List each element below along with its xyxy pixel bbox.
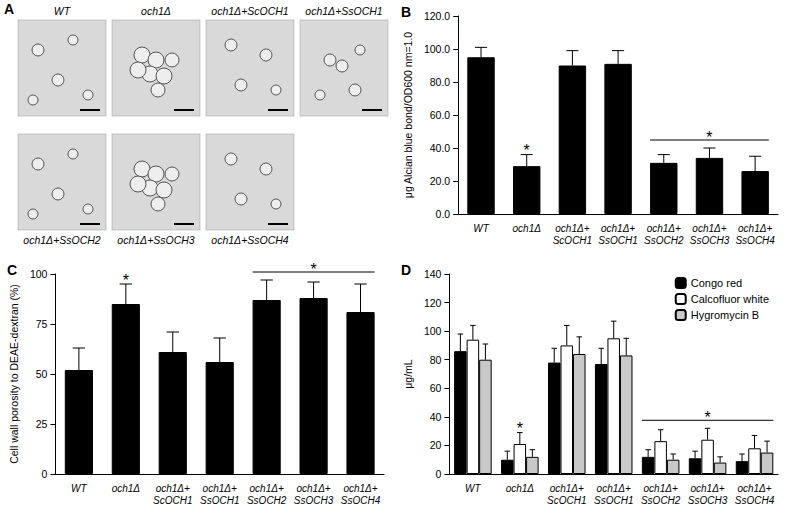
svg-text:0: 0 [42,468,48,480]
svg-text:och1Δ+: och1Δ+ [737,483,771,494]
svg-text:och1Δ+: och1Δ+ [250,483,284,494]
svg-text:SsOCH4: SsOCH4 [735,495,775,506]
svg-text:25: 25 [36,418,48,430]
svg-text:120.0: 120.0 [424,10,450,22]
svg-text:D: D [401,262,411,278]
svg-text:Cell wall porosity to DEAE-dex: Cell wall porosity to DEAE-dextran (%) [8,284,20,464]
svg-text:A: A [4,1,14,17]
svg-text:Hygromycin B: Hygromycin B [691,309,759,321]
svg-text:ScOCH1: ScOCH1 [547,495,586,506]
svg-text:60: 60 [430,382,442,394]
svg-text:och1Δ+: och1Δ+ [550,483,584,494]
svg-text:μg/mL: μg/mL [402,359,414,389]
svg-text:40.0: 40.0 [430,142,451,154]
svg-text:SsOCH1: SsOCH1 [598,235,637,246]
svg-text:*: * [310,261,316,278]
svg-text:*: * [517,420,523,437]
svg-text:och1Δ+: och1Δ+ [690,483,724,494]
svg-text:80.0: 80.0 [430,76,451,88]
svg-text:140: 140 [424,268,442,280]
svg-text:Calcofluor white: Calcofluor white [691,293,769,305]
svg-text:och1Δ+: och1Δ+ [343,483,377,494]
svg-text:SsOCH3: SsOCH3 [690,235,730,246]
svg-text:och1Δ+: och1Δ+ [156,483,190,494]
svg-text:och1Δ: och1Δ [112,483,141,494]
svg-text:SsOCH4: SsOCH4 [341,495,381,506]
svg-text:ScOCH1: ScOCH1 [153,495,192,506]
svg-text:20.0: 20.0 [430,175,451,187]
svg-text:och1Δ+: och1Δ+ [555,223,589,234]
svg-text:och1Δ: och1Δ [506,483,535,494]
svg-text:SsOCH3: SsOCH3 [294,495,334,506]
svg-text:75: 75 [36,318,48,330]
svg-text:SsOCH1: SsOCH1 [594,495,633,506]
svg-text:SsOCH2: SsOCH2 [644,235,684,246]
svg-text:och1Δ+SsOCH4: och1Δ+SsOCH4 [211,234,289,246]
svg-text:och1Δ: och1Δ [141,5,171,17]
svg-text:*: * [123,272,129,289]
svg-text:och1Δ+: och1Δ+ [644,483,678,494]
svg-text:B: B [401,4,411,20]
svg-text:μg Alcian blue bond/OD600 nm=1: μg Alcian blue bond/OD600 nm=1.0 [402,32,414,198]
svg-text:och1Δ+: och1Δ+ [601,223,635,234]
svg-text:Congo red: Congo red [691,277,742,289]
svg-text:WT: WT [54,5,72,17]
svg-text:och1Δ+SsOCH2: och1Δ+SsOCH2 [23,234,101,246]
svg-text:och1Δ+: och1Δ+ [738,223,772,234]
svg-text:och1Δ+SsOCH3: och1Δ+SsOCH3 [117,234,195,246]
svg-text:80: 80 [430,354,442,366]
svg-text:och1Δ+: och1Δ+ [597,483,631,494]
svg-text:WT: WT [473,223,489,234]
svg-text:SsOCH4: SsOCH4 [735,235,775,246]
svg-text:40: 40 [430,411,442,423]
svg-text:och1Δ+: och1Δ+ [296,483,330,494]
svg-text:och1Δ+SsOCH1: och1Δ+SsOCH1 [305,5,382,17]
svg-text:WT: WT [71,483,87,494]
svg-text:0: 0 [436,468,442,480]
svg-text:*: * [706,129,712,146]
svg-text:SsOCH1: SsOCH1 [200,495,239,506]
svg-text:och1Δ+ScOCH1: och1Δ+ScOCH1 [211,5,288,17]
svg-text:SsOCH3: SsOCH3 [688,495,728,506]
svg-text:WT: WT [465,483,481,494]
svg-text:50: 50 [36,368,48,380]
svg-text:*: * [524,142,530,159]
svg-text:SsOCH2: SsOCH2 [247,495,287,506]
svg-text:120: 120 [424,297,442,309]
svg-text:och1Δ+: och1Δ+ [647,223,681,234]
svg-text:ScOCH1: ScOCH1 [553,235,592,246]
svg-text:och1Δ+: och1Δ+ [203,483,237,494]
svg-text:0.0: 0.0 [436,208,451,220]
svg-text:och1Δ: och1Δ [513,223,542,234]
svg-text:60.0: 60.0 [430,109,451,121]
svg-text:100.0: 100.0 [424,43,450,55]
svg-text:100: 100 [30,268,48,280]
svg-text:SsOCH2: SsOCH2 [641,495,681,506]
svg-text:20: 20 [430,439,442,451]
svg-text:*: * [704,409,710,426]
svg-text:och1Δ+: och1Δ+ [692,223,726,234]
svg-text:100: 100 [424,325,442,337]
svg-text:C: C [7,262,17,278]
